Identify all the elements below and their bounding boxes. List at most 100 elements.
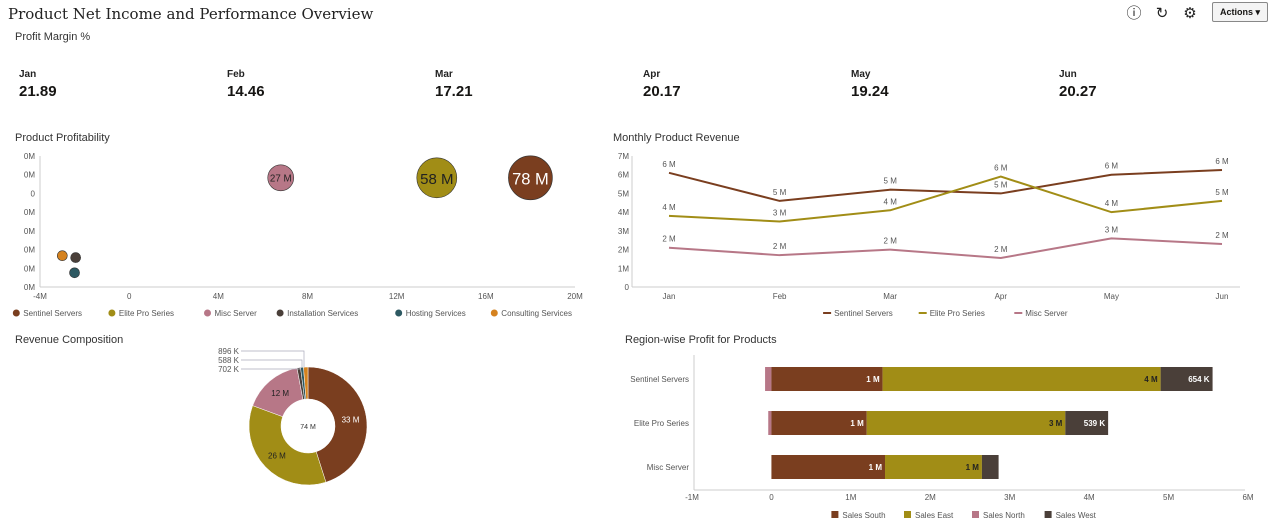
- bubble: [508, 155, 553, 201]
- data-label: 6 M: [1215, 157, 1229, 166]
- y-tick-label: 0M: [24, 264, 35, 273]
- kpi-label: Jun: [1059, 69, 1077, 80]
- bar-label: 539 K: [1084, 419, 1106, 428]
- kpi-label: Mar: [435, 69, 453, 80]
- leader-line: [241, 359, 303, 367]
- data-label: 5 M: [773, 188, 787, 197]
- x-tick-label: 4M: [1084, 493, 1095, 502]
- x-tick-label: 3M: [1004, 493, 1015, 502]
- legend-item: Consulting Services: [501, 309, 572, 318]
- bar-segment: [771, 411, 867, 435]
- kpi-value: 19.24: [851, 83, 889, 100]
- x-tick-label: 0: [769, 493, 774, 502]
- leader-line: [241, 367, 301, 370]
- legend-item: Misc Server: [215, 309, 258, 318]
- leader-line: [241, 350, 305, 367]
- legend-marker: [918, 312, 927, 314]
- kpi-value: 14.46: [227, 83, 265, 100]
- y-tick-label: 1M: [618, 264, 629, 273]
- bubble: [267, 164, 295, 192]
- y-tick-label: 0M: [24, 152, 35, 161]
- y-tick-label: 5M: [618, 189, 629, 198]
- data-label: 2 M: [773, 242, 787, 251]
- bubble-label: 78 M: [512, 170, 549, 188]
- legend-marker: [831, 511, 839, 518]
- x-tick-label: 1M: [845, 493, 856, 502]
- y-tick-label: 0M: [24, 208, 35, 217]
- x-tick-label: 16M: [478, 292, 494, 301]
- legend-item: Sentinel Servers: [23, 309, 82, 318]
- data-label: 6 M: [994, 164, 1008, 173]
- category-label: Sentinel Servers: [630, 375, 689, 384]
- legend-marker: [276, 309, 284, 317]
- data-label: 2 M: [662, 235, 676, 244]
- legend-item: Elite Pro Series: [119, 309, 174, 318]
- line-chart-title: Monthly Product Revenue: [613, 132, 740, 144]
- slice-label: 896 K: [218, 347, 240, 356]
- bar-segment: [866, 411, 1066, 435]
- data-label: 6 M: [662, 160, 676, 169]
- bar-label: 1 M: [850, 419, 864, 428]
- x-tick-label: 5M: [1163, 493, 1174, 502]
- y-tick-label: 3M: [618, 227, 629, 236]
- kpi-value: 20.27: [1059, 83, 1097, 100]
- data-label: 6 M: [1105, 162, 1119, 171]
- y-tick-label: 0M: [24, 283, 35, 292]
- slice-label: 33 M: [342, 415, 360, 424]
- donut-center-label: 74 M: [300, 424, 316, 431]
- kpi-value: 20.17: [643, 83, 681, 100]
- y-tick-label: 0: [31, 189, 36, 198]
- legend-marker: [395, 309, 403, 317]
- legend-marker: [1044, 511, 1052, 518]
- actions-button[interactable]: Actions ▾: [1212, 2, 1268, 22]
- y-tick-label: 2M: [618, 246, 629, 255]
- data-label: 3 M: [1105, 225, 1119, 234]
- y-tick-label: 0M: [24, 171, 35, 180]
- bar-label: 4 M: [1144, 375, 1158, 384]
- y-tick-label: 7M: [618, 152, 629, 161]
- bar-segment: [765, 367, 772, 391]
- legend-marker: [12, 309, 20, 317]
- kpi-value: 17.21: [435, 83, 473, 100]
- bubble: [416, 157, 458, 199]
- donut-slice: [307, 366, 368, 483]
- data-label: 2 M: [994, 245, 1008, 254]
- bar-segment: [771, 455, 886, 479]
- gear-icon[interactable]: ⚙: [1183, 5, 1197, 22]
- data-label: 2 M: [884, 237, 898, 246]
- legend-marker: [823, 312, 832, 314]
- data-label: 5 M: [884, 177, 898, 186]
- legend-item: Sales North: [983, 511, 1025, 520]
- y-tick-label: 6M: [618, 171, 629, 180]
- legend-item: Installation Services: [287, 309, 358, 318]
- slice-label: 12 M: [271, 389, 289, 398]
- slice-label: 26 M: [268, 452, 286, 461]
- x-tick-label: Jun: [1216, 292, 1229, 301]
- bubble: [56, 250, 68, 261]
- slice-label: 702 K: [218, 365, 240, 374]
- legend-marker: [904, 511, 911, 518]
- bubble-label: 58 M: [420, 171, 453, 188]
- info-icon[interactable]: ⓘ: [1126, 5, 1142, 22]
- data-label: 4 M: [662, 203, 676, 212]
- x-tick-label: 0: [127, 292, 132, 301]
- x-tick-label: Feb: [773, 292, 787, 301]
- legend-item: Sentinel Servers: [834, 309, 893, 318]
- bar-label: 1 M: [966, 463, 980, 472]
- category-label: Elite Pro Series: [634, 419, 689, 428]
- y-tick-label: 0M: [24, 227, 35, 236]
- x-tick-label: May: [1104, 292, 1119, 301]
- bubble: [70, 252, 81, 263]
- kpi-label: May: [851, 69, 871, 80]
- bar-label: 654 K: [1188, 375, 1210, 384]
- bar-label: 3 M: [1049, 419, 1063, 428]
- data-label: 5 M: [1215, 188, 1229, 197]
- y-tick-label: 0: [625, 283, 630, 292]
- legend-marker: [204, 309, 211, 317]
- legend-marker: [108, 309, 116, 317]
- caret-down-icon: ▾: [1255, 7, 1261, 17]
- bar-segment: [768, 411, 772, 435]
- bar-segment: [882, 367, 1161, 391]
- series-line: [668, 237, 1223, 259]
- refresh-icon[interactable]: ↻: [1155, 5, 1169, 22]
